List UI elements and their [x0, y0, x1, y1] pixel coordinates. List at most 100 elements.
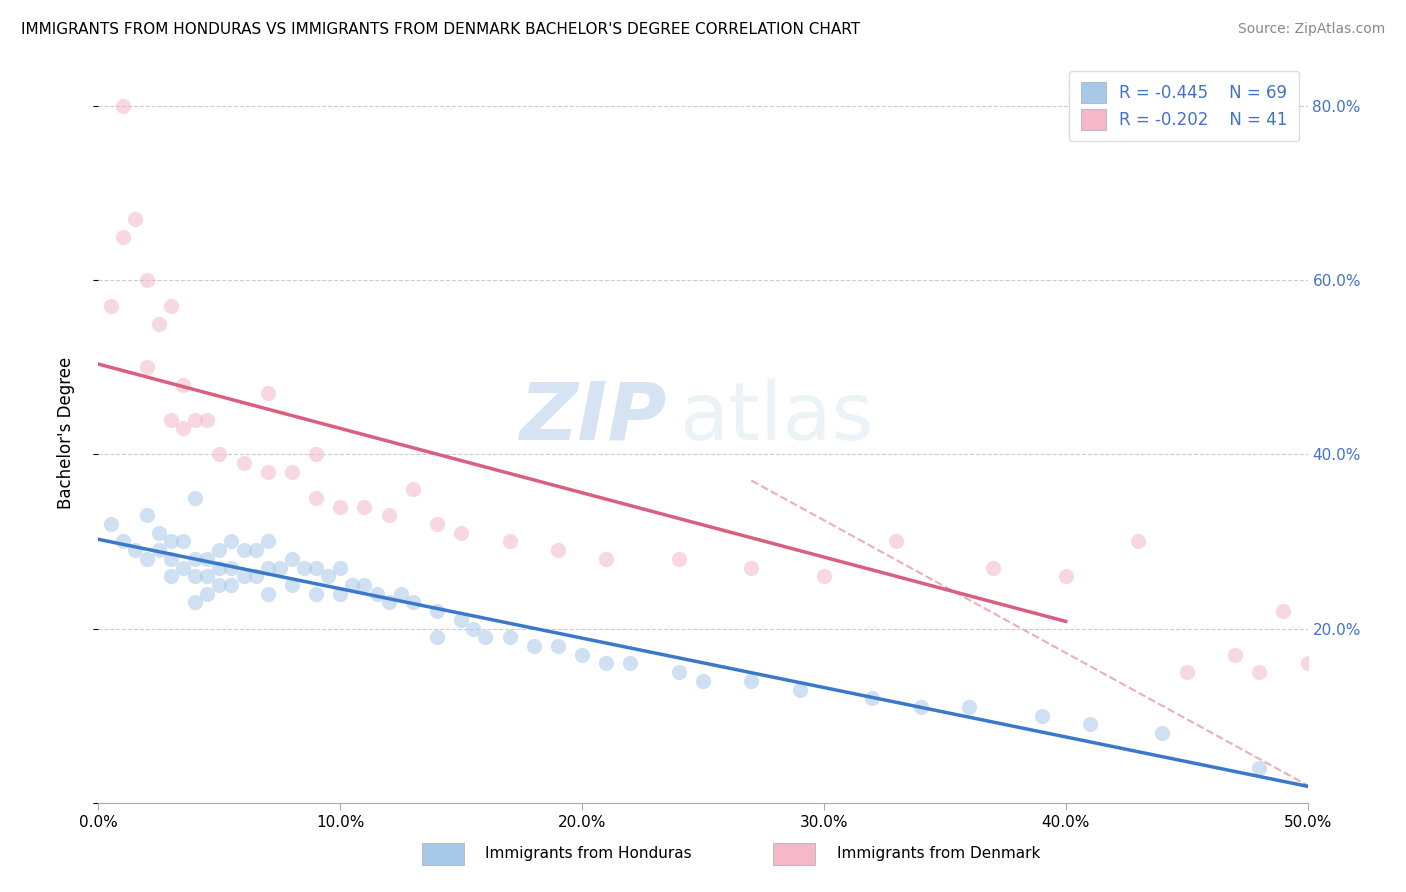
Point — [692, 673, 714, 688]
Point — [498, 534, 520, 549]
Text: Source: ZipAtlas.com: Source: ZipAtlas.com — [1237, 22, 1385, 37]
Point — [111, 99, 134, 113]
Point — [148, 317, 170, 331]
Point — [269, 560, 291, 574]
Point — [305, 491, 328, 505]
Point — [547, 639, 569, 653]
Point — [329, 560, 352, 574]
Point — [135, 360, 157, 375]
Point — [172, 377, 194, 392]
Point — [463, 622, 485, 636]
Point — [1249, 761, 1271, 775]
Point — [135, 508, 157, 523]
Point — [329, 587, 352, 601]
Point — [172, 421, 194, 435]
Point — [353, 578, 375, 592]
Point — [547, 543, 569, 558]
Point — [813, 569, 835, 583]
Point — [450, 525, 472, 540]
Point — [208, 560, 231, 574]
Point — [232, 569, 254, 583]
Point — [402, 482, 425, 496]
Point — [256, 465, 278, 479]
Point — [668, 552, 690, 566]
Point — [910, 700, 932, 714]
Point — [208, 447, 231, 461]
Point — [353, 500, 375, 514]
Point — [450, 613, 472, 627]
Point — [305, 560, 328, 574]
Point — [886, 534, 908, 549]
Point — [195, 569, 218, 583]
Point — [426, 604, 449, 618]
Point — [981, 560, 1004, 574]
Point — [195, 412, 218, 426]
Point — [245, 543, 267, 558]
Point — [135, 273, 157, 287]
Point — [1031, 708, 1053, 723]
Point — [256, 587, 278, 601]
Point — [498, 630, 520, 644]
Point — [111, 534, 134, 549]
Point — [329, 500, 352, 514]
Point — [1272, 604, 1295, 618]
Point — [523, 639, 546, 653]
Point — [124, 212, 146, 227]
Point — [316, 569, 339, 583]
Point — [208, 543, 231, 558]
Point — [135, 552, 157, 566]
Point — [305, 587, 328, 601]
Point — [1054, 569, 1077, 583]
Point — [1296, 657, 1319, 671]
Point — [208, 578, 231, 592]
Point — [160, 534, 183, 549]
Point — [184, 491, 207, 505]
Point — [305, 447, 328, 461]
Point — [668, 665, 690, 680]
Point — [1175, 665, 1198, 680]
Text: Immigrants from Honduras: Immigrants from Honduras — [485, 847, 692, 861]
Point — [740, 673, 762, 688]
Point — [100, 517, 122, 532]
Point — [184, 569, 207, 583]
Point — [571, 648, 593, 662]
Point — [366, 587, 388, 601]
Point — [100, 299, 122, 313]
Point — [860, 691, 883, 706]
Point — [342, 578, 364, 592]
Point — [256, 560, 278, 574]
Point — [184, 595, 207, 609]
Point — [256, 534, 278, 549]
Legend: R = -0.445    N = 69, R = -0.202    N = 41: R = -0.445 N = 69, R = -0.202 N = 41 — [1069, 70, 1299, 142]
Point — [957, 700, 980, 714]
Point — [789, 682, 811, 697]
Point — [1128, 534, 1150, 549]
Point — [389, 587, 412, 601]
Point — [148, 543, 170, 558]
Point — [111, 229, 134, 244]
Point — [184, 412, 207, 426]
Point — [160, 412, 183, 426]
Point — [474, 630, 496, 644]
Point — [195, 552, 218, 566]
Point — [148, 525, 170, 540]
Point — [221, 534, 243, 549]
Text: IMMIGRANTS FROM HONDURAS VS IMMIGRANTS FROM DENMARK BACHELOR'S DEGREE CORRELATIO: IMMIGRANTS FROM HONDURAS VS IMMIGRANTS F… — [21, 22, 860, 37]
Point — [426, 630, 449, 644]
Point — [221, 560, 243, 574]
Point — [1152, 726, 1174, 740]
Point — [740, 560, 762, 574]
Point — [172, 534, 194, 549]
Point — [292, 560, 315, 574]
Point — [232, 456, 254, 470]
Point — [160, 552, 183, 566]
Point — [619, 657, 641, 671]
Point — [281, 578, 304, 592]
Point — [232, 543, 254, 558]
Point — [1223, 648, 1246, 662]
Point — [221, 578, 243, 592]
Text: Immigrants from Denmark: Immigrants from Denmark — [837, 847, 1040, 861]
Y-axis label: Bachelor's Degree: Bachelor's Degree — [56, 357, 75, 508]
Point — [402, 595, 425, 609]
Point — [281, 552, 304, 566]
